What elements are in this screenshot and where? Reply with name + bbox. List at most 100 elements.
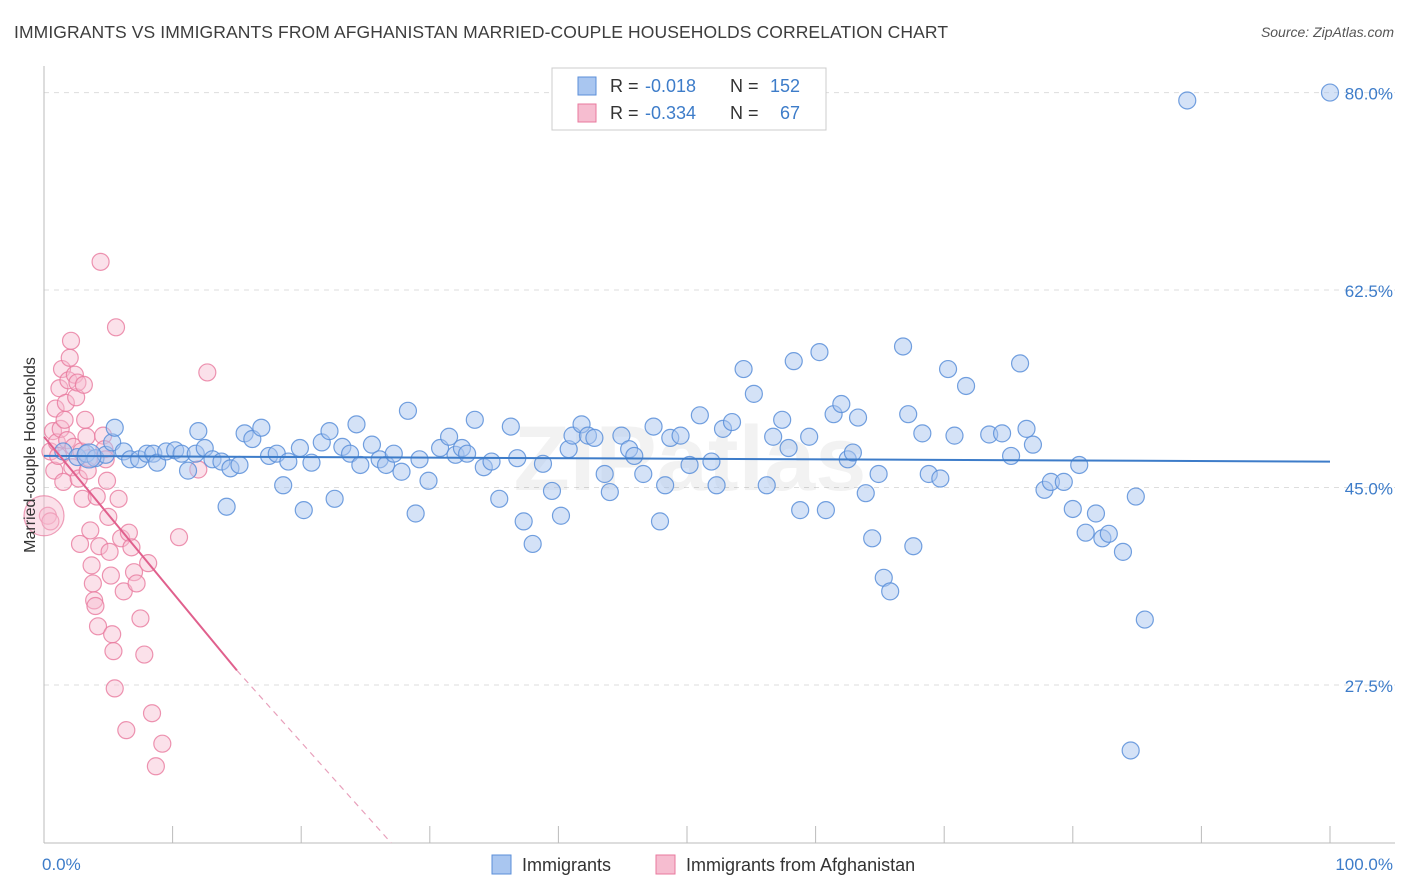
point-immigrants	[816, 501, 835, 520]
point-afghanistan	[90, 537, 109, 556]
point-immigrants	[938, 359, 958, 379]
point-afghanistan	[83, 574, 102, 593]
point-afghanistan	[41, 512, 60, 531]
point-immigrants	[1001, 446, 1021, 466]
trend-line-afghanistan-extension	[236, 669, 392, 844]
point-afghanistan	[23, 495, 65, 537]
point-immigrants	[230, 455, 249, 475]
point-afghanistan	[91, 252, 110, 271]
bottom-legend: Immigrants Immigrants from Afghanistan	[491, 854, 915, 875]
point-immigrants	[656, 476, 675, 495]
point-afghanistan	[54, 472, 73, 491]
point-immigrants	[600, 482, 619, 502]
point-immigrants	[1113, 542, 1133, 561]
point-afghanistan	[131, 609, 150, 628]
point-immigrants	[744, 384, 763, 403]
point-immigrants	[734, 359, 753, 379]
point-immigrants	[419, 471, 438, 490]
point-afghanistan	[100, 542, 119, 561]
point-afghanistan	[103, 625, 122, 644]
point-immigrants	[514, 512, 533, 531]
bottom-legend-swatch-afghanistan	[655, 854, 676, 875]
point-immigrants	[105, 418, 124, 437]
series-immigrants-points	[54, 83, 1340, 760]
point-immigrants	[595, 464, 614, 484]
point-afghanistan	[106, 318, 126, 337]
y-axis-title: Married-couple Households	[22, 357, 39, 553]
point-afghanistan	[87, 487, 106, 506]
bottom-legend-label-immigrants: Immigrants	[522, 855, 611, 875]
point-immigrants	[1063, 499, 1082, 519]
point-immigrants	[457, 444, 477, 463]
point-immigrants	[252, 418, 271, 437]
point-immigrants	[290, 438, 310, 458]
point-immigrants	[274, 476, 293, 495]
point-immigrants	[523, 534, 542, 554]
point-immigrants	[671, 426, 690, 445]
point-immigrants	[644, 417, 663, 436]
point-immigrants	[992, 424, 1012, 443]
point-immigrants	[551, 506, 571, 525]
point-immigrants	[722, 412, 742, 432]
point-afghanistan	[85, 591, 104, 610]
point-immigrants	[294, 501, 313, 520]
point-immigrants	[325, 489, 344, 508]
point-immigrants	[800, 427, 819, 446]
source-label: Source: ZipAtlas.com	[1260, 24, 1394, 40]
point-immigrants	[347, 415, 366, 434]
y-tick-label: 45.0%	[1345, 480, 1393, 499]
point-immigrants	[810, 343, 829, 362]
point-afghanistan	[76, 410, 95, 429]
bottom-legend-label-afghanistan: Immigrants from Afghanistan	[686, 855, 915, 875]
point-afghanistan	[109, 489, 128, 508]
point-afghanistan	[124, 563, 144, 582]
point-immigrants	[189, 422, 208, 441]
point-afghanistan	[88, 617, 108, 636]
legend-r-label-2: R =	[610, 103, 639, 123]
point-afghanistan	[101, 566, 120, 585]
point-immigrants	[501, 417, 520, 436]
point-immigrants	[439, 427, 459, 446]
trend-lines	[43, 436, 1331, 844]
chart-title: IMMIGRANTS VS IMMIGRANTS FROM AFGHANISTA…	[14, 22, 949, 42]
point-afghanistan	[51, 419, 70, 438]
point-immigrants	[279, 452, 298, 471]
point-immigrants	[542, 481, 562, 501]
point-immigrants	[1070, 455, 1089, 475]
trend-line-afghanistan	[43, 436, 238, 671]
point-afghanistan	[198, 363, 217, 382]
point-immigrants	[848, 408, 868, 427]
point-immigrants	[178, 461, 198, 480]
point-immigrants	[893, 337, 913, 356]
tick-labels: 27.5% 45.0% 62.5% 80.0% 0.0% 100.0%	[42, 85, 1393, 874]
bottom-legend-swatch-immigrants	[491, 854, 512, 875]
point-afghanistan	[153, 734, 172, 753]
point-immigrants	[779, 438, 798, 458]
point-afghanistan	[142, 704, 162, 723]
point-immigrants	[612, 426, 631, 445]
point-afghanistan	[81, 521, 100, 540]
point-immigrants	[931, 469, 950, 488]
point-immigrants	[490, 489, 509, 508]
point-immigrants	[410, 450, 429, 469]
legend-n-value-2: 67	[780, 103, 800, 123]
point-immigrants	[634, 464, 653, 484]
point-immigrants	[1178, 91, 1197, 110]
point-immigrants	[320, 422, 339, 441]
point-immigrants	[690, 406, 709, 425]
point-immigrants	[856, 484, 875, 503]
point-afghanistan	[135, 645, 154, 664]
point-afghanistan	[77, 427, 96, 446]
legend-r-value-2: -0.334	[645, 103, 696, 123]
point-immigrants	[1135, 610, 1154, 629]
point-immigrants	[1023, 435, 1043, 454]
point-afghanistan	[86, 596, 105, 616]
point-immigrants	[1017, 419, 1036, 438]
point-immigrants	[913, 424, 932, 443]
point-immigrants	[585, 428, 604, 447]
point-afghanistan	[104, 642, 123, 661]
point-immigrants	[217, 497, 236, 516]
legend-swatch-immigrants	[577, 76, 597, 96]
point-immigrants	[863, 529, 882, 548]
